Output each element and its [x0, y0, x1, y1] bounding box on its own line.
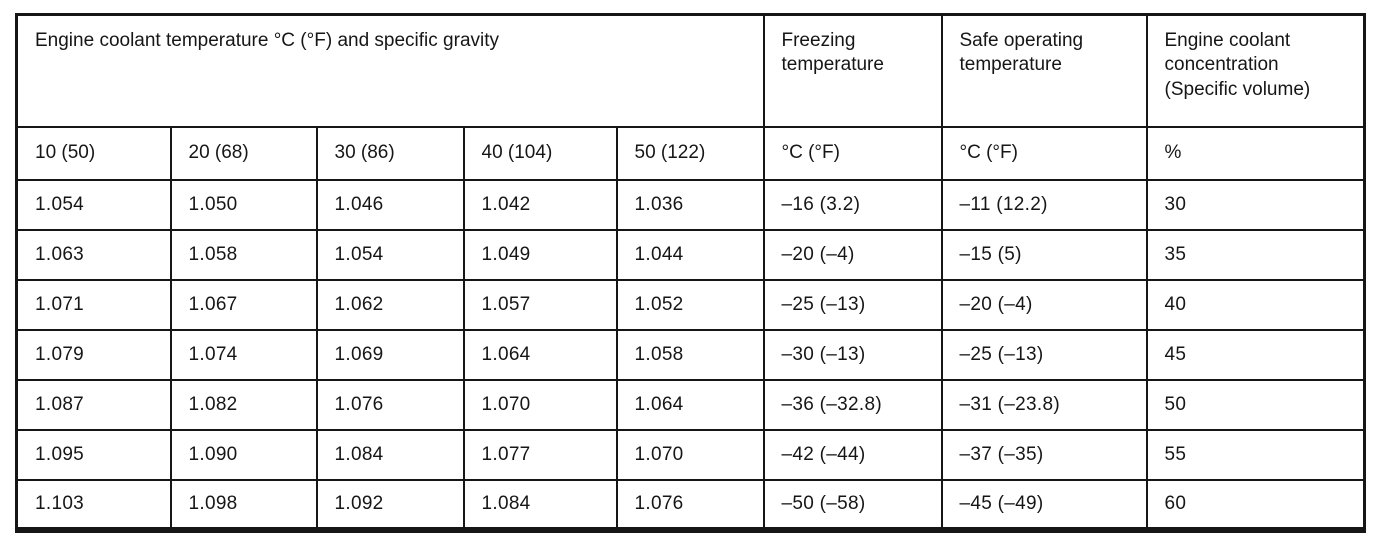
table-cell: 1.052 — [615, 278, 765, 331]
subheader-10-50: 10 (50) — [15, 125, 172, 181]
table-cell: 1.087 — [15, 378, 172, 431]
table-cell: 1.090 — [169, 428, 318, 481]
table-cell: 1.054 — [315, 228, 465, 281]
table-cell: –50 (–58) — [762, 478, 943, 531]
table-cell: 1.058 — [169, 228, 318, 281]
table-cell: 1.103 — [15, 478, 172, 531]
table-cell: 1.079 — [15, 328, 172, 381]
table-cell: 1.084 — [462, 478, 618, 531]
table-cell: 1.046 — [315, 178, 465, 231]
subheader-40-104: 40 (104) — [462, 125, 618, 181]
table-cell: 1.074 — [169, 328, 318, 381]
table-cell: 1.084 — [315, 428, 465, 481]
subheader-row: 10 (50) 20 (68) 30 (86) 40 (104) 50 (122… — [15, 125, 1366, 181]
table-cell: 1.057 — [462, 278, 618, 331]
table-cell: 50 — [1145, 378, 1366, 431]
table-cell: 55 — [1145, 428, 1366, 481]
table-cell: 1.064 — [615, 378, 765, 431]
subheader-safe-operating-units: °C (°F) — [940, 125, 1148, 181]
table-cell: 1.067 — [169, 278, 318, 331]
table-cell: 1.092 — [315, 478, 465, 531]
subheader-50-122: 50 (122) — [615, 125, 765, 181]
table-cell: 45 — [1145, 328, 1366, 381]
table-cell: 40 — [1145, 278, 1366, 331]
table-cell: 1.077 — [462, 428, 618, 481]
table-cell: –11 (12.2) — [940, 178, 1148, 231]
header-coolant-concentration: Engine coolant concentration (Specific v… — [1145, 13, 1366, 128]
table-row: 1.087 1.082 1.076 1.070 1.064 –36 (–32.8… — [15, 378, 1366, 431]
table-cell: –25 (–13) — [940, 328, 1148, 381]
table-cell: 1.070 — [462, 378, 618, 431]
header-engine-coolant-temperature: Engine coolant temperature °C (°F) and s… — [15, 13, 765, 128]
table-cell: 1.044 — [615, 228, 765, 281]
table-cell: –37 (–35) — [940, 428, 1148, 481]
table-cell: –45 (–49) — [940, 478, 1148, 531]
table-cell: 1.050 — [169, 178, 318, 231]
table-cell: –16 (3.2) — [762, 178, 943, 231]
table-cell: –20 (–4) — [940, 278, 1148, 331]
table-cell: 1.064 — [462, 328, 618, 381]
table-cell: –25 (–13) — [762, 278, 943, 331]
table-cell: 1.069 — [315, 328, 465, 381]
table-row: 1.095 1.090 1.084 1.077 1.070 –42 (–44) … — [15, 428, 1366, 481]
table-cell: 60 — [1145, 478, 1366, 531]
table-cell: 1.070 — [615, 428, 765, 481]
table-cell: 1.095 — [15, 428, 172, 481]
table-row: 1.063 1.058 1.054 1.049 1.044 –20 (–4) –… — [15, 228, 1366, 281]
table-cell: 1.062 — [315, 278, 465, 331]
table-cell: 1.036 — [615, 178, 765, 231]
table-cell: 1.076 — [315, 378, 465, 431]
group-header-row: Engine coolant temperature °C (°F) and s… — [15, 13, 1366, 128]
table-cell: 1.076 — [615, 478, 765, 531]
table-cell: 1.082 — [169, 378, 318, 431]
table-cell: 1.049 — [462, 228, 618, 281]
subheader-30-86: 30 (86) — [315, 125, 465, 181]
table-cell: –36 (–32.8) — [762, 378, 943, 431]
table-cell: 1.098 — [169, 478, 318, 531]
header-freezing-temperature: Freezing temperature — [762, 13, 943, 128]
table-cell: –42 (–44) — [762, 428, 943, 481]
table-cell: 1.058 — [615, 328, 765, 381]
table-cell: 35 — [1145, 228, 1366, 281]
header-safe-operating-temperature: Safe operating temperature — [940, 13, 1148, 128]
table-row: 1.054 1.050 1.046 1.042 1.036 –16 (3.2) … — [15, 178, 1366, 231]
coolant-table: Engine coolant temperature °C (°F) and s… — [15, 13, 1366, 533]
subheader-concentration-percent: % — [1145, 125, 1366, 181]
table-cell: –20 (–4) — [762, 228, 943, 281]
table-cell: 30 — [1145, 178, 1366, 231]
table-cell: 1.071 — [15, 278, 172, 331]
table-row: 1.071 1.067 1.062 1.057 1.052 –25 (–13) … — [15, 278, 1366, 331]
table-cell: –31 (–23.8) — [940, 378, 1148, 431]
table-cell: 1.042 — [462, 178, 618, 231]
table-row: 1.079 1.074 1.069 1.064 1.058 –30 (–13) … — [15, 328, 1366, 381]
table-cell: –15 (5) — [940, 228, 1148, 281]
subheader-freezing-units: °C (°F) — [762, 125, 943, 181]
table-row: 1.103 1.098 1.092 1.084 1.076 –50 (–58) … — [15, 478, 1366, 531]
table-cell: –30 (–13) — [762, 328, 943, 381]
table-cell: 1.054 — [15, 178, 172, 231]
table-cell: 1.063 — [15, 228, 172, 281]
subheader-20-68: 20 (68) — [169, 125, 318, 181]
